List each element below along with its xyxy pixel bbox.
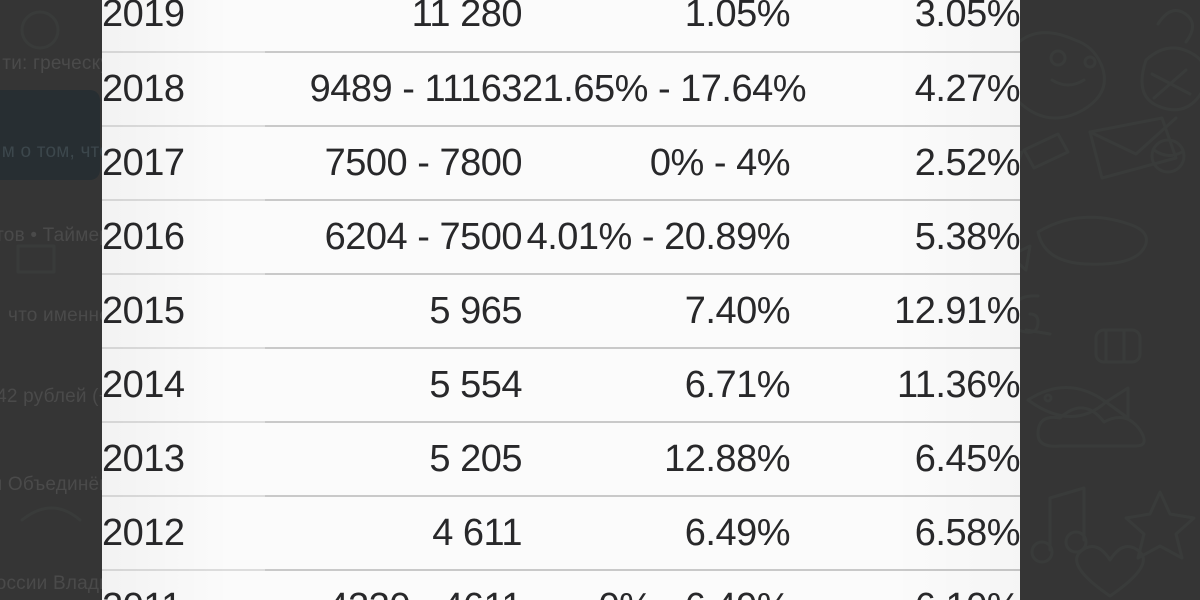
chat-message-text[interactable]: и Объединён <box>0 474 102 495</box>
cell-growth: 1.05% <box>684 0 791 35</box>
table-row: 2016 6204 - 7500 4.01% - 20.89% 5.38% <box>102 199 1020 274</box>
cell-wage: 7500 - 7800 <box>265 125 523 200</box>
cell-year: 2011 <box>102 569 265 600</box>
cell-inflation: 6.10% <box>790 569 1020 600</box>
cell-growth: 4.01% - 20.89% <box>522 199 791 274</box>
table-row: 2018 9489 - 11163 21.65% - 17.64% 4.27% <box>102 51 1020 126</box>
chat-message-text[interactable]: м о том, что <box>1 141 102 162</box>
cell-wage: 5 205 <box>265 421 523 496</box>
table-row: 2015 5 965 7.40% 12.91% <box>102 273 1020 348</box>
table-row: 2019 11 280 1.05% 3.05% <box>102 0 1020 52</box>
cell-growth: 0% - 6.49% <box>522 569 791 600</box>
chat-message-column[interactable]: ти: греческу м о том, что тов • Таймер ч… <box>0 0 102 600</box>
cell-wage: 5 554 <box>265 347 523 422</box>
chat-message-text[interactable]: оссии Влади <box>0 573 102 594</box>
cell-inflation: 2.52% <box>790 125 1020 200</box>
cell-year: 2016 <box>102 199 265 274</box>
table-body: 2019 11 280 1.05% 3.05% 2018 9489 - 1116… <box>102 0 1020 600</box>
cell-year: 2015 <box>102 273 265 348</box>
cell-wage: 4 611 <box>265 495 523 570</box>
cell-year: 2018 <box>102 51 265 126</box>
cell-growth: 12.88% <box>522 421 791 496</box>
chat-message-text[interactable]: что именно <box>7 305 102 326</box>
shared-image-table[interactable]: 2019 11 280 1.05% 3.05% 2018 9489 - 1116… <box>102 0 1020 600</box>
chat-message-text[interactable]: тов • Таймер <box>0 225 102 246</box>
cell-inflation: 12.91% <box>790 273 1020 348</box>
table-row: 2013 5 205 12.88% 6.45% <box>102 421 1020 496</box>
chat-message-text[interactable]: ти: греческу <box>2 53 102 74</box>
cell-wage: 11 280 <box>411 0 523 35</box>
cell-inflation: 3.05% <box>914 0 1020 35</box>
cell-year: 2013 <box>102 421 265 496</box>
cell-inflation: 5.38% <box>790 199 1020 274</box>
chat-bubble[interactable] <box>0 90 100 180</box>
cell-inflation: 4.27% <box>790 51 1020 126</box>
cell-year: 2014 <box>102 347 265 422</box>
cell-inflation: 6.45% <box>790 421 1020 496</box>
chat-background-right-gutter <box>1020 0 1200 600</box>
cell-growth: 21.65% - 17.64% <box>522 51 807 126</box>
inflation-table: 2019 11 280 1.05% 3.05% 2018 9489 - 1116… <box>102 0 1020 600</box>
cell-year: 2019 <box>102 0 185 35</box>
table-row: 2012 4 611 6.49% 6.58% <box>102 495 1020 570</box>
cell-growth: 6.71% <box>522 347 791 422</box>
cell-wage: 5 965 <box>265 273 523 348</box>
cell-inflation: 11.36% <box>790 347 1020 422</box>
cell-year: 2017 <box>102 125 265 200</box>
cell-growth: 0% - 4% <box>522 125 791 200</box>
cell-growth: 7.40% <box>522 273 791 348</box>
cell-year: 2012 <box>102 495 265 570</box>
table-row: 2017 7500 - 7800 0% - 4% 2.52% <box>102 125 1020 200</box>
cell-growth: 6.49% <box>522 495 791 570</box>
table-row: 2014 5 554 6.71% 11.36% <box>102 347 1020 422</box>
chat-message-text[interactable]: 42 рублей (+ <box>0 386 102 407</box>
cell-wage: 9489 - 11163 <box>265 51 523 126</box>
cell-wage: 6204 - 7500 <box>265 199 523 274</box>
cell-inflation: 6.58% <box>790 495 1020 570</box>
